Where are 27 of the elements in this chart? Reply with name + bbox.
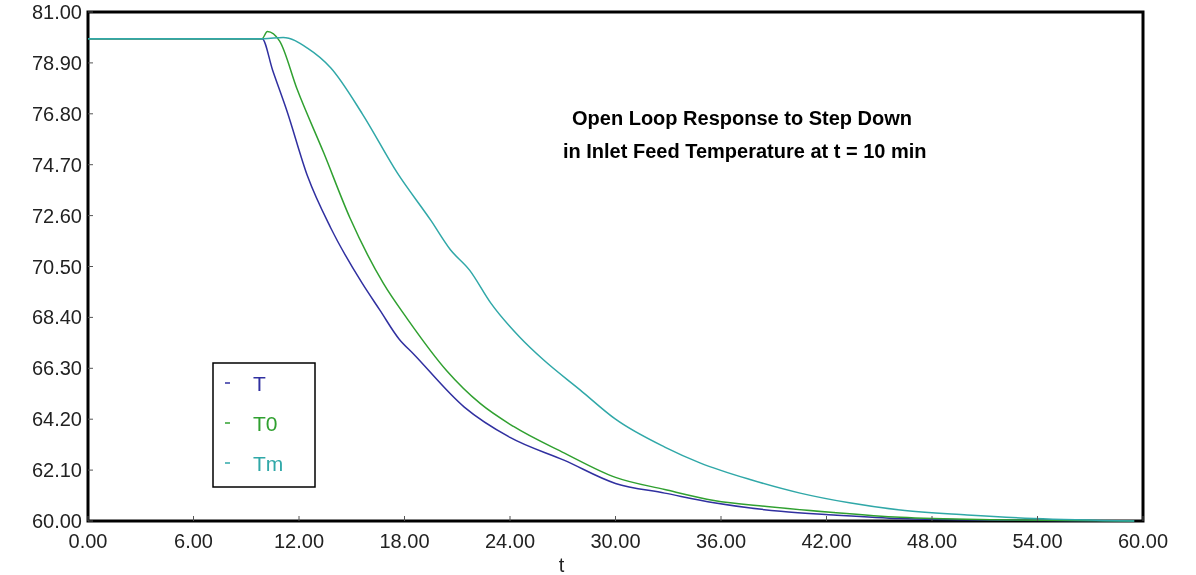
y-tick-label: 78.90 — [31, 51, 82, 74]
y-tick-label: 68.40 — [31, 306, 82, 329]
x-tick-label: 42.00 — [801, 530, 852, 552]
y-tick-label: 72.60 — [31, 204, 82, 227]
x-tick-label: 48.00 — [906, 530, 958, 552]
y-tick-label: 74.70 — [31, 153, 82, 176]
y-tick-label: 81.00 — [31, 1, 82, 23]
x-tick-label: 54.00 — [1012, 530, 1063, 552]
x-tick-label: 6.00 — [174, 530, 213, 552]
x-axis-title: t — [558, 554, 565, 575]
y-tick-label: 76.80 — [31, 102, 82, 125]
x-tick-label: 36.00 — [695, 530, 747, 552]
y-tick-label: 70.50 — [31, 255, 82, 278]
y-tick-label: 60.00 — [31, 510, 82, 532]
x-tick-label: 30.00 — [590, 530, 641, 552]
y-tick-label: 66.30 — [31, 357, 82, 380]
legend-label: T0 — [253, 412, 278, 435]
x-tick-label: 12.00 — [273, 530, 325, 552]
text: Open Loop Response to Step Down in Inlet Feed Temperature at t = 10 min — [557, 107, 927, 162]
legend-label: T — [253, 372, 266, 395]
x-tick-label: 18.00 — [379, 530, 430, 552]
y-tick-label: 64.20 — [31, 408, 82, 431]
x-tick-label: 60.00 — [1117, 530, 1169, 552]
legend-label: Tm — [253, 452, 284, 475]
y-tick-label: 62.10 — [31, 459, 82, 482]
x-tick-label: 24.00 — [484, 530, 536, 552]
x-tick-label: 0.00 — [68, 530, 108, 552]
